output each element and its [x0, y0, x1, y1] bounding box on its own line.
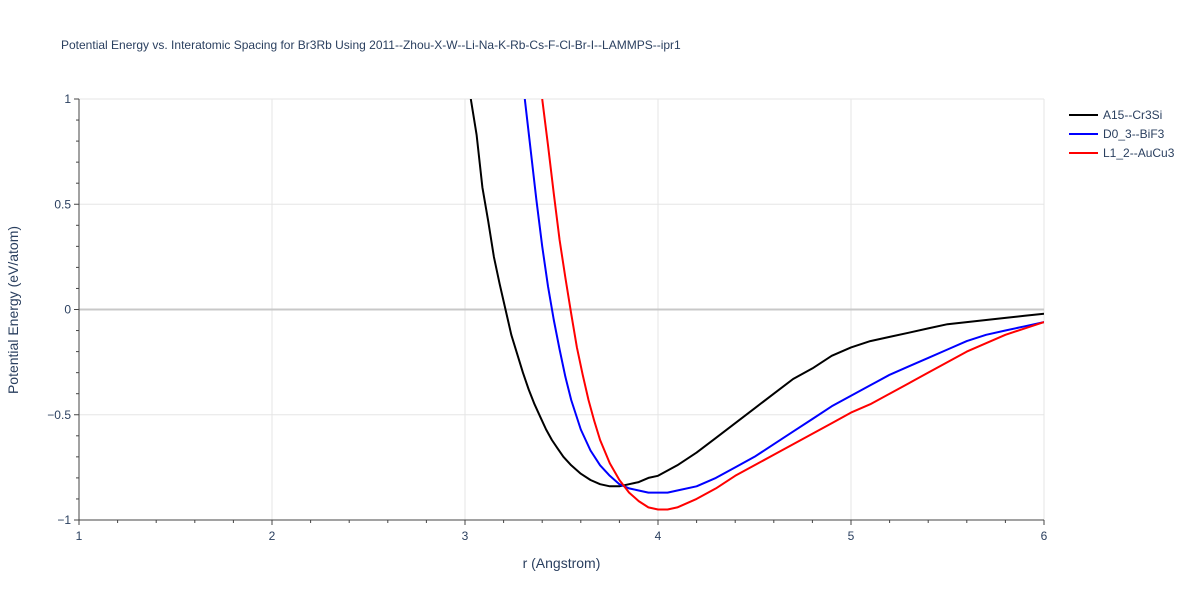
legend-item[interactable]: L1_2--AuCu3: [1069, 146, 1175, 160]
y-tick-label: 0.5: [54, 197, 71, 211]
series-line-2: [523, 99, 1044, 494]
x-tick-label: 5: [848, 529, 855, 543]
x-tick-label: 6: [1041, 529, 1048, 543]
y-tick-label: −1: [57, 513, 71, 527]
legend[interactable]: A15--Cr3Si D0_3--BiF3 L1_2--AuCu3: [1069, 108, 1175, 160]
series-line-3: [541, 99, 1044, 511]
legend-item[interactable]: A15--Cr3Si: [1069, 108, 1162, 122]
x-tick-label: 2: [269, 529, 276, 543]
y-axis-title: Potential Energy (eV/atom): [5, 226, 21, 394]
y-tick-label: 1: [64, 92, 71, 106]
legend-label: A15--Cr3Si: [1103, 108, 1162, 122]
axes: [74, 98, 1045, 525]
y-tick-label: −0.5: [47, 408, 71, 422]
series-line-1: [469, 99, 1044, 488]
x-axis-title: r (Angstrom): [523, 555, 601, 571]
legend-label: D0_3--BiF3: [1103, 127, 1165, 141]
legend-label: L1_2--AuCu3: [1103, 146, 1175, 160]
x-tick-label: 4: [655, 529, 662, 543]
y-tick-label: 0: [64, 303, 71, 317]
legend-item[interactable]: D0_3--BiF3: [1069, 127, 1165, 141]
chart-title: Potential Energy vs. Interatomic Spacing…: [61, 38, 681, 52]
tick-labels: 1 2 3 4 5 6 −1 −0.5 0 0.5 1: [47, 92, 1047, 543]
x-tick-label: 1: [76, 529, 83, 543]
x-tick-label: 3: [462, 529, 469, 543]
series-group: [469, 99, 1044, 511]
